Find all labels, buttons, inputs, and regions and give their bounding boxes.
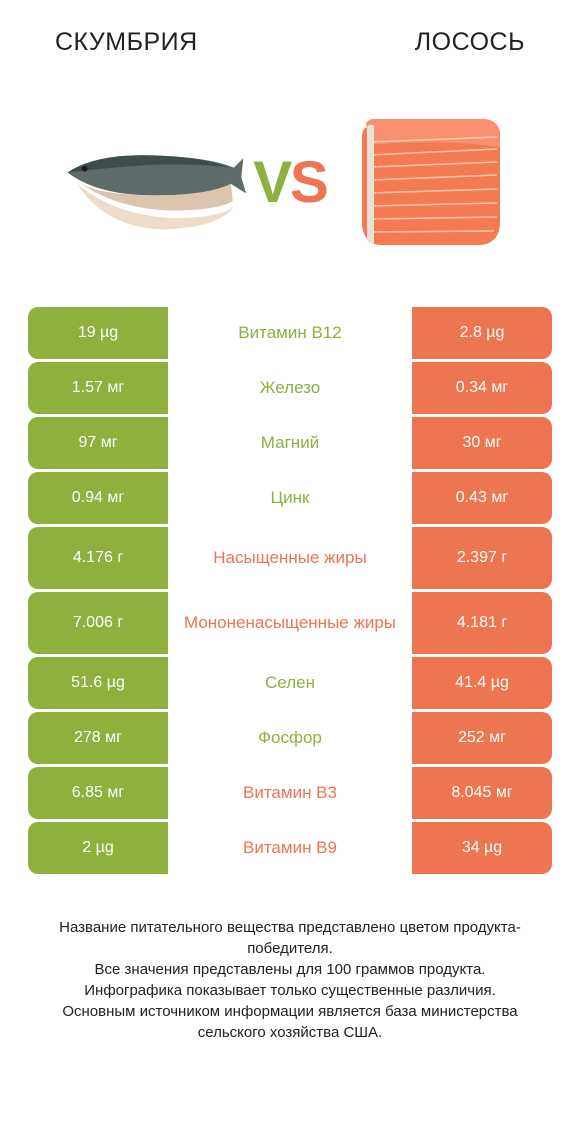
- nutrient-label: Железо: [168, 362, 412, 414]
- value-right: 252 мг: [412, 712, 552, 764]
- value-left: 51.6 µg: [28, 657, 168, 709]
- header: СКУМБРИЯ ЛОСОСЬ: [0, 0, 580, 67]
- table-row: 278 мгФосфор252 мг: [28, 712, 552, 764]
- value-right: 4.181 г: [412, 592, 552, 654]
- nutrient-label: Мононенасыщенные жиры: [168, 592, 412, 654]
- value-right: 41.4 µg: [412, 657, 552, 709]
- comparison-table: 19 µgВитамин B122.8 µg1.57 мгЖелезо0.34 …: [0, 307, 580, 877]
- nutrient-label: Витамин B9: [168, 822, 412, 874]
- nutrient-label: Фосфор: [168, 712, 412, 764]
- vs-s: S: [290, 149, 327, 216]
- value-left: 1.57 мг: [28, 362, 168, 414]
- nutrient-label: Магний: [168, 417, 412, 469]
- value-left: 19 µg: [28, 307, 168, 359]
- table-row: 6.85 мгВитамин B38.045 мг: [28, 767, 552, 819]
- title-right: ЛОСОСЬ: [415, 28, 525, 57]
- value-left: 97 мг: [28, 417, 168, 469]
- table-row: 97 мгМагний30 мг: [28, 417, 552, 469]
- table-row: 7.006 гМононенасыщенные жиры4.181 г: [28, 592, 552, 654]
- table-row: 19 µgВитамин B122.8 µg: [28, 307, 552, 359]
- footer-line: Инфографика показывает только существенн…: [28, 980, 552, 1001]
- nutrient-label: Селен: [168, 657, 412, 709]
- value-left: 4.176 г: [28, 527, 168, 589]
- table-row: 0.94 мгЦинк0.43 мг: [28, 472, 552, 524]
- nutrient-label: Витамин B12: [168, 307, 412, 359]
- hero: VS: [0, 67, 580, 307]
- table-row: 4.176 гНасыщенные жиры2.397 г: [28, 527, 552, 589]
- mackerel-image: [53, 97, 253, 267]
- footer-line: Все значения представлены для 100 граммо…: [28, 959, 552, 980]
- value-left: 2 µg: [28, 822, 168, 874]
- value-right: 34 µg: [412, 822, 552, 874]
- value-left: 6.85 мг: [28, 767, 168, 819]
- vs-v: V: [253, 149, 290, 216]
- nutrient-label: Цинк: [168, 472, 412, 524]
- footer-line: Основным источником информации является …: [28, 1001, 552, 1043]
- value-right: 8.045 мг: [412, 767, 552, 819]
- value-right: 2.397 г: [412, 527, 552, 589]
- value-left: 278 мг: [28, 712, 168, 764]
- table-row: 51.6 µgСелен41.4 µg: [28, 657, 552, 709]
- value-right: 30 мг: [412, 417, 552, 469]
- footer-text: Название питательного вещества представл…: [0, 877, 580, 1043]
- nutrient-label: Насыщенные жиры: [168, 527, 412, 589]
- footer-line: Название питательного вещества представл…: [28, 917, 552, 959]
- salmon-image: [327, 97, 527, 267]
- value-right: 0.34 мг: [412, 362, 552, 414]
- value-right: 2.8 µg: [412, 307, 552, 359]
- nutrient-label: Витамин B3: [168, 767, 412, 819]
- table-row: 2 µgВитамин B934 µg: [28, 822, 552, 874]
- title-left: СКУМБРИЯ: [55, 28, 198, 57]
- value-right: 0.43 мг: [412, 472, 552, 524]
- value-left: 7.006 г: [28, 592, 168, 654]
- table-row: 1.57 мгЖелезо0.34 мг: [28, 362, 552, 414]
- value-left: 0.94 мг: [28, 472, 168, 524]
- vs-label: VS: [253, 149, 326, 216]
